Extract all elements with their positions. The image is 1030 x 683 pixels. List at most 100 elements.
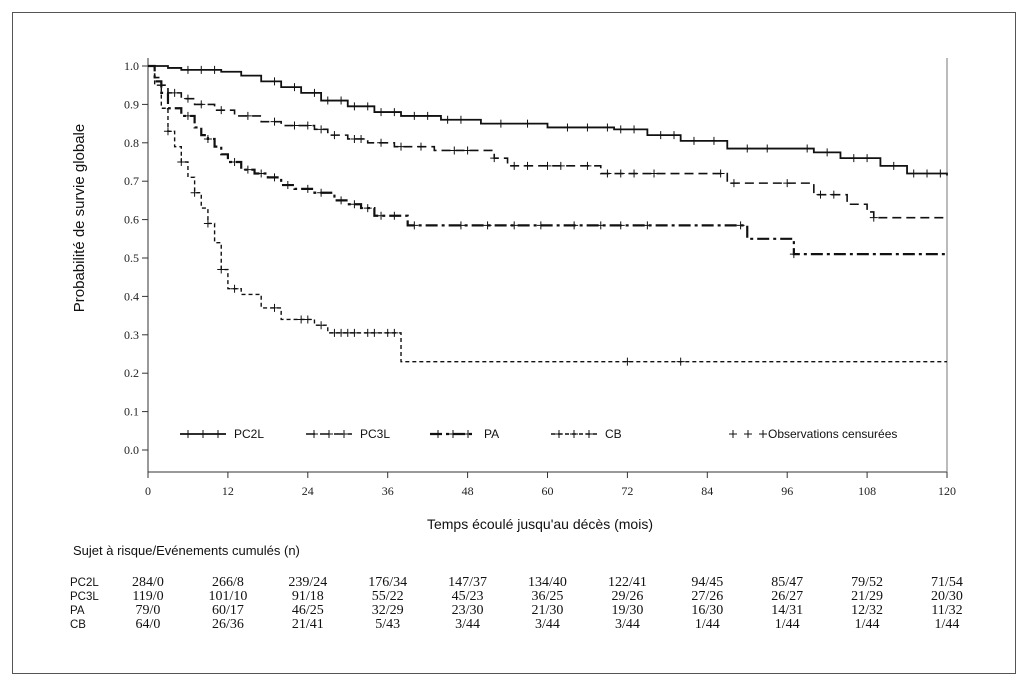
legend-censor-mark (449, 430, 457, 438)
censor-mark (789, 250, 798, 259)
x-tick-label: 36 (382, 484, 394, 498)
risk-cell: 176/34 (368, 575, 407, 590)
risk-cell: 29/26 (611, 589, 643, 604)
risk-cell: 1/44 (775, 617, 800, 632)
censor-mark (923, 169, 932, 178)
censor-mark (869, 213, 878, 222)
risk-cell: 46/25 (292, 603, 324, 618)
risk-cell: 79/52 (851, 575, 883, 590)
censor-mark (709, 136, 718, 145)
censor-mark (616, 125, 625, 134)
censor-mark (909, 169, 918, 178)
censor-mark (849, 154, 858, 163)
censor-mark (743, 144, 752, 153)
risk-cell: 101/10 (208, 589, 247, 604)
y-tick-label: 0.3 (124, 328, 139, 342)
series-pa (148, 64, 947, 259)
legend-item-pa: PA (430, 427, 499, 441)
censor-mark (337, 196, 346, 205)
risk-cell: 21/29 (851, 589, 883, 604)
censor-mark (889, 161, 898, 170)
risk-cell: 26/36 (212, 617, 244, 632)
censor-mark (689, 136, 698, 145)
censor-mark (243, 111, 252, 120)
censor-mark (203, 219, 212, 228)
series-pc2l (148, 65, 948, 178)
x-tick-label: 120 (938, 484, 956, 498)
curve-cb (148, 65, 947, 363)
legend-censor-mark (570, 430, 578, 438)
censor-mark (177, 158, 186, 166)
risk-cell: 3/44 (455, 617, 480, 632)
risk-cell: 79/0 (136, 603, 161, 618)
legend-censor-mark (184, 430, 192, 438)
risk-cell: 21/41 (292, 617, 324, 632)
risk-row-pa: PA 79/0 60/17 46/25 32/29 23/30 21/30 19/30 16/3… (70, 603, 963, 618)
censor-mark (350, 328, 359, 337)
censor-mark (523, 161, 532, 170)
curve-pc2l (148, 65, 948, 176)
curves (148, 64, 948, 366)
legend-censor-mark (585, 430, 593, 438)
censor-mark (583, 123, 592, 132)
censor-mark (350, 200, 359, 209)
legend-censor-mark (464, 430, 472, 438)
risk-cell: 1/44 (935, 617, 960, 632)
legend-censor-mark (729, 430, 737, 438)
censor-mark (570, 221, 579, 230)
censor-mark (317, 321, 326, 330)
censor-mark (390, 108, 399, 117)
risk-cell: 12/32 (851, 603, 883, 618)
risk-cell: 284/0 (132, 575, 164, 590)
y-tick-label: 0.1 (124, 405, 139, 419)
risk-cell: 14/31 (771, 603, 803, 618)
risk-cell: 27/26 (691, 589, 723, 604)
legend-item-pc2l: PC2L (180, 427, 264, 441)
censor-mark (556, 161, 565, 170)
risk-row-label: PC2L (70, 577, 99, 589)
x-tick-label: 72 (621, 484, 633, 498)
risk-row-label: CB (70, 619, 86, 631)
y-tick-label: 0.8 (124, 136, 139, 150)
censor-mark (643, 221, 652, 230)
censor-mark (390, 211, 399, 220)
censor-mark (190, 188, 199, 197)
censor-mark (303, 184, 312, 193)
censor-mark (563, 123, 572, 132)
censor-mark (397, 142, 406, 151)
censor-mark (217, 265, 226, 274)
x-tick-label: 84 (701, 484, 713, 498)
legend-censor-mark (434, 430, 442, 438)
censor-mark (317, 188, 326, 197)
censor-mark (310, 88, 319, 97)
censor-mark (623, 357, 632, 366)
censor-mark (183, 65, 192, 74)
censor-mark (377, 108, 386, 117)
censor-mark (456, 221, 465, 230)
censor-mark (716, 169, 725, 178)
censor-mark (270, 117, 279, 126)
censor-mark (656, 131, 665, 140)
y-tick-label: 0.2 (124, 366, 139, 380)
censor-mark (390, 328, 399, 337)
censor-mark (816, 190, 825, 199)
censor-mark (423, 111, 432, 120)
risk-row-cb: CB 64/0 26/36 21/41 5/43 3/44 3/44 3/44 1/44 1/44… (70, 617, 959, 632)
x-tick-label: 108 (858, 484, 876, 498)
censor-mark (490, 154, 499, 163)
censor-mark (496, 119, 505, 128)
legend-label: CB (605, 427, 622, 441)
y-tick-label: 0.7 (124, 174, 139, 188)
censor-mark (270, 303, 279, 312)
legend-censor-mark (340, 430, 348, 438)
risk-cell: 119/0 (132, 589, 163, 604)
censor-mark (410, 221, 419, 230)
risk-cell: 16/30 (691, 603, 723, 618)
risk-cell: 19/30 (611, 603, 643, 618)
risk-cell: 5/43 (375, 617, 400, 632)
legend-censor-mark (199, 430, 207, 438)
y-tick-label: 0.6 (124, 213, 139, 227)
x-tick-label: 12 (222, 484, 234, 498)
series-pc3l (148, 65, 947, 222)
censor-mark (290, 121, 299, 130)
